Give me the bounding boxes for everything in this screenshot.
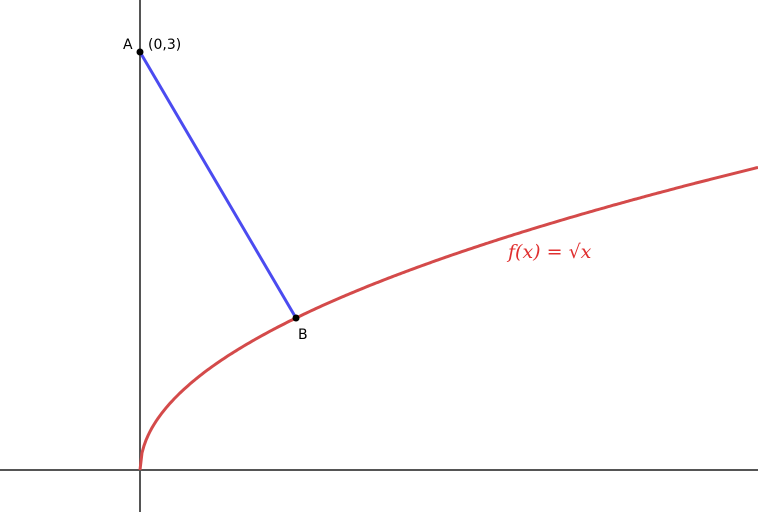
point-b-label: B	[298, 327, 308, 343]
point-a-label: A	[123, 37, 133, 53]
segment-ab	[138, 51, 298, 319]
point-a-coords: (0,3)	[148, 37, 181, 53]
point-b	[292, 314, 300, 322]
point-a	[136, 48, 144, 56]
function-curve	[138, 166, 758, 471]
function-label: f(x) = √x	[506, 241, 592, 263]
